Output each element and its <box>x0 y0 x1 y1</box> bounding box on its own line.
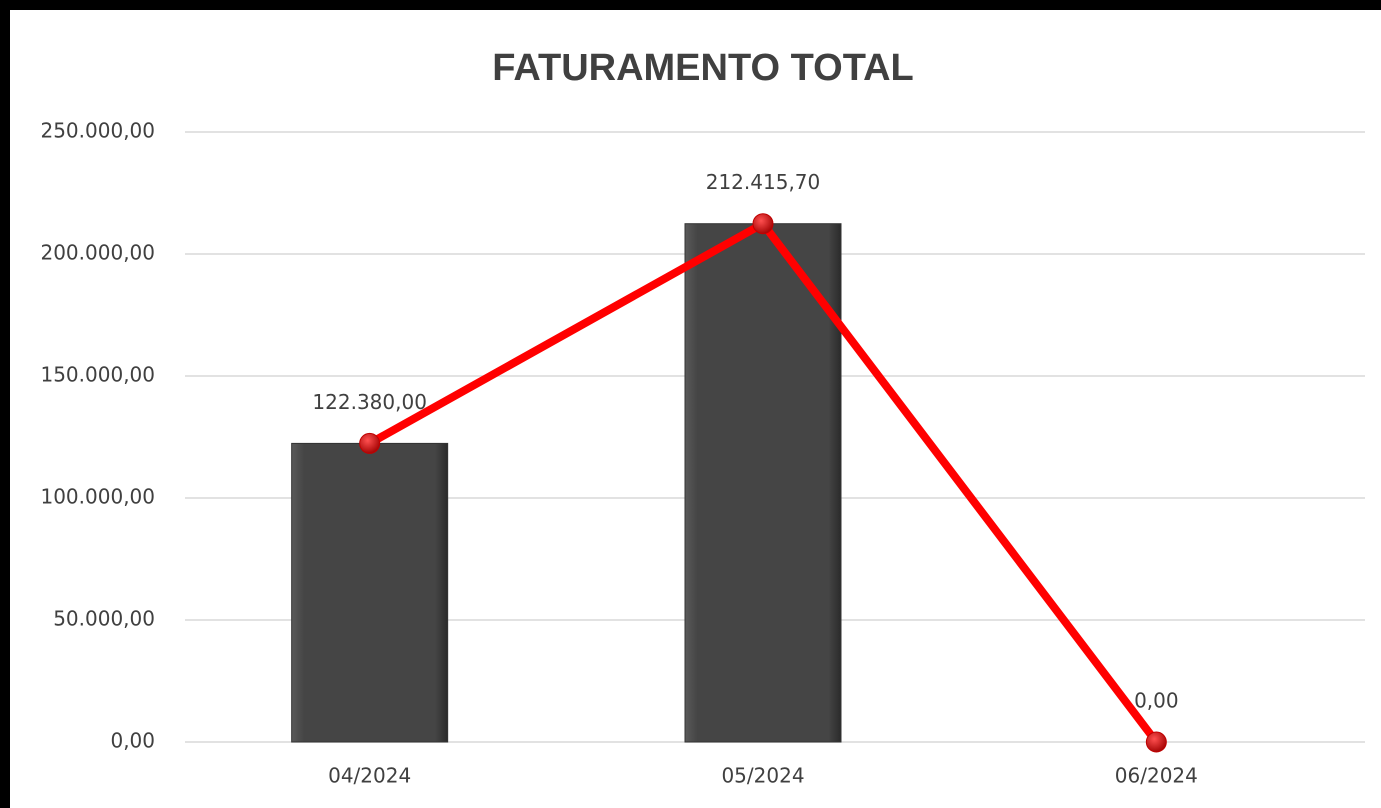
x-tick-label: 06/2024 <box>1115 764 1198 788</box>
marker <box>752 213 774 235</box>
y-tick-label: 100.000,00 <box>40 485 155 509</box>
y-tick-label: 150.000,00 <box>40 363 155 387</box>
data-label: 0,00 <box>1134 689 1179 713</box>
data-label: 122.380,00 <box>312 390 427 414</box>
bar <box>684 223 842 743</box>
y-tick-label: 0,00 <box>110 729 155 753</box>
data-label: 212.415,70 <box>706 170 821 194</box>
y-tick-label: 250.000,00 <box>40 119 155 143</box>
chart-title: FATURAMENTO TOTAL <box>492 47 914 89</box>
bar <box>291 442 449 743</box>
x-tick-label: 04/2024 <box>328 764 411 788</box>
y-tick-label: 50.000,00 <box>53 607 155 631</box>
x-tick-label: 05/2024 <box>721 764 804 788</box>
y-tick-label: 200.000,00 <box>40 241 155 265</box>
marker <box>359 432 381 454</box>
marker <box>1145 731 1167 753</box>
